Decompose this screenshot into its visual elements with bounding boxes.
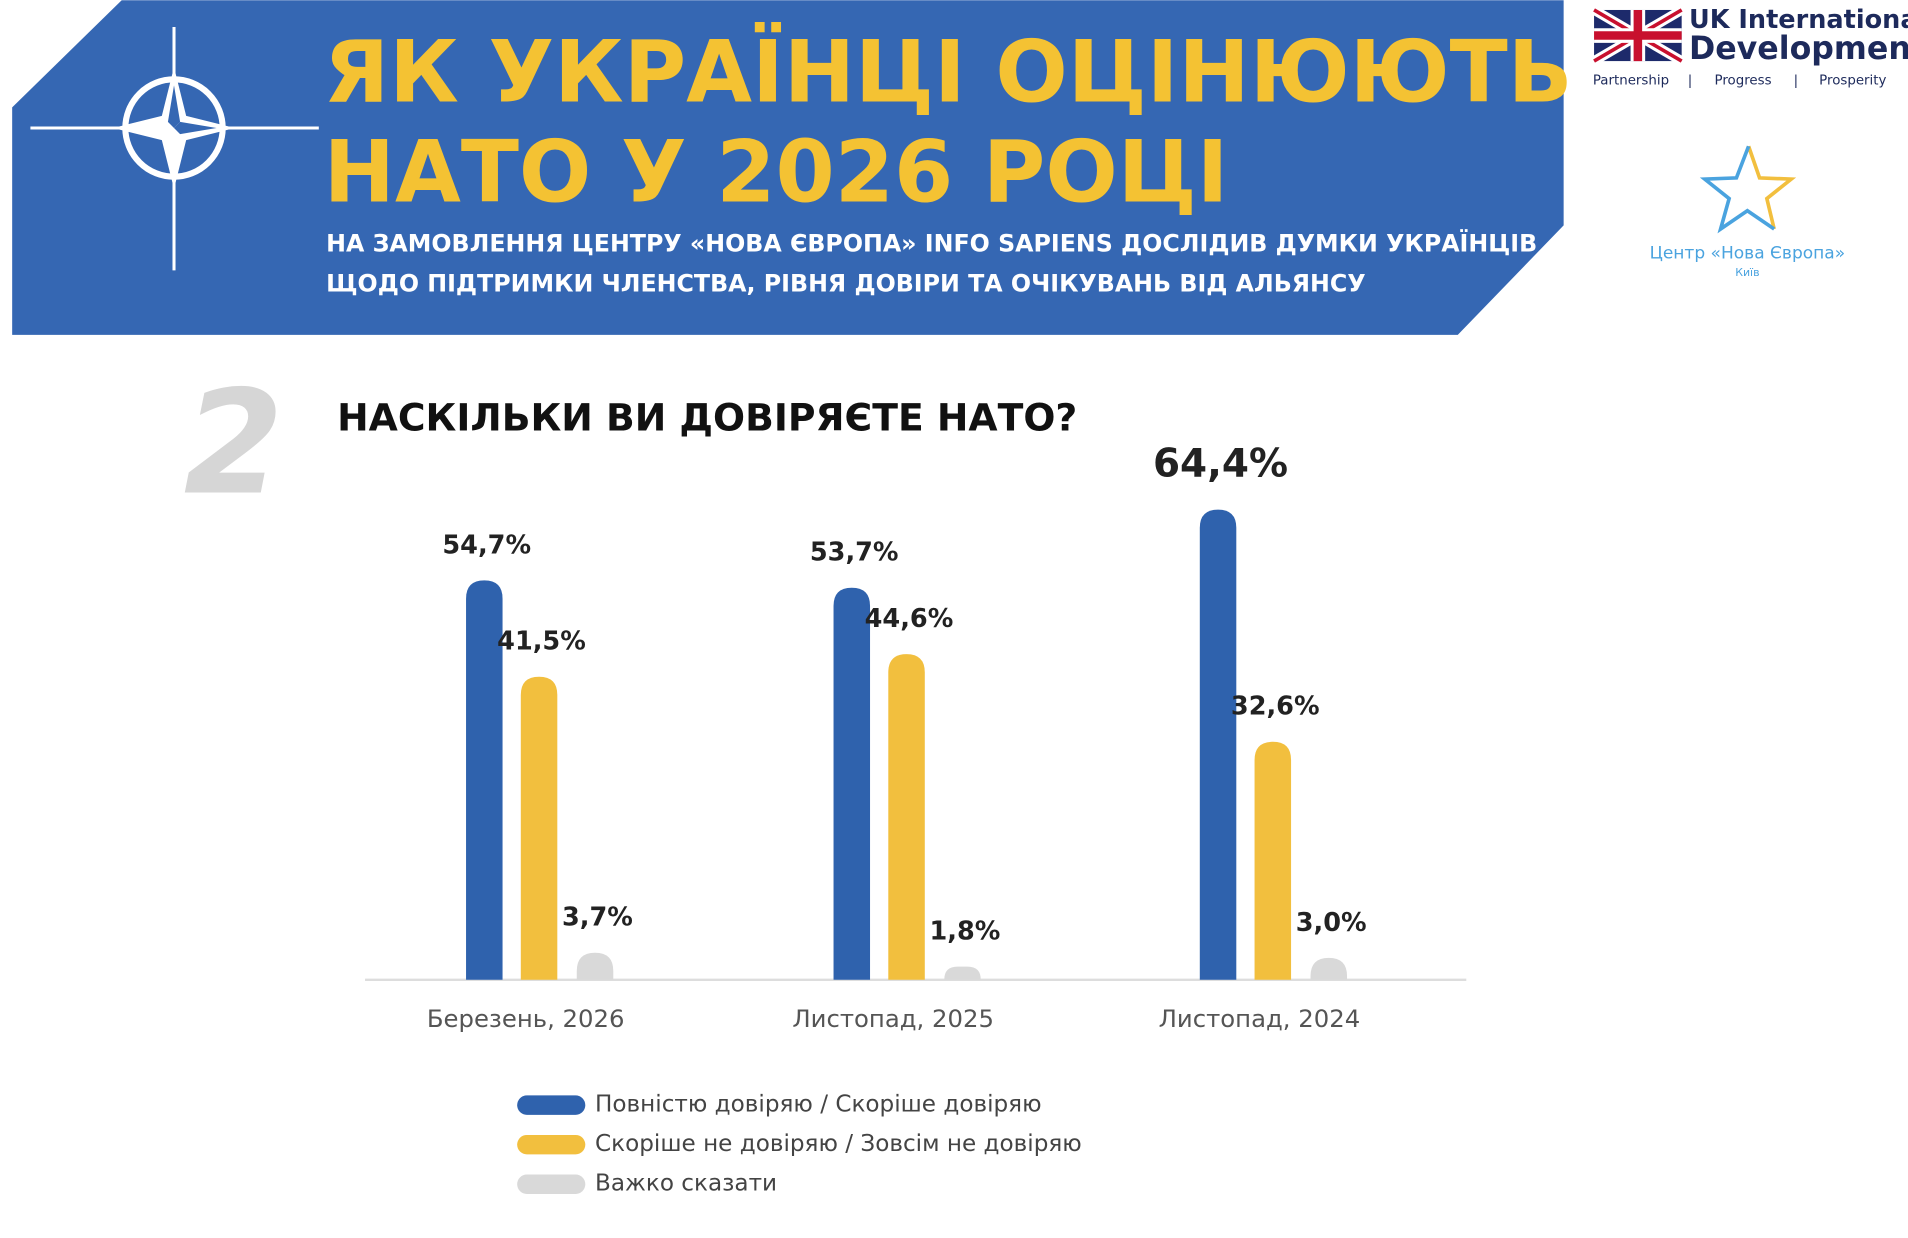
legend-swatch	[517, 1095, 586, 1115]
subtitle: НА ЗАМОВЛЕННЯ ЦЕНТРУ «НОВА ЄВРОПА» INFO …	[326, 229, 1537, 297]
uk-tagline: Prosperity	[1819, 74, 1886, 89]
value-label: 54,7%	[442, 530, 531, 560]
section-number: 2	[184, 359, 284, 526]
emblem-star-shade	[167, 85, 181, 129]
x-tick-label: Листопад, 2025	[792, 1004, 994, 1033]
bar	[888, 654, 925, 980]
bar	[1254, 741, 1292, 980]
bar	[576, 952, 614, 980]
subtitle-line: НА ЗАМОВЛЕННЯ ЦЕНТРУ «НОВА ЄВРОПА» INFO …	[326, 229, 1537, 257]
centre-name: Центр «Нова Європа»	[1650, 243, 1846, 263]
centre-city: Київ	[1735, 266, 1759, 279]
emblem-star-shade	[174, 121, 217, 135]
star-half	[1699, 145, 1776, 234]
legend-swatch	[517, 1134, 586, 1155]
uk-tagline: |	[1688, 74, 1693, 89]
x-tick-label: Березень, 2026	[427, 1004, 625, 1033]
chart-title: НАСКІЛЬКИ ВИ ДОВІРЯЄТЕ НАТО?	[337, 396, 1077, 440]
title-line: НАТО У 2026 РОЦІ	[324, 123, 1229, 222]
bar	[1199, 509, 1237, 980]
value-label: 3,0%	[1296, 908, 1367, 938]
bar	[520, 676, 558, 980]
title: ЯК УКРАЇНЦІ ОЦІНЮЮТЬ НАТО У 2026 РОЦІ	[324, 22, 1573, 223]
centre-logo: Центр «Нова Європа» Київ	[1650, 145, 1846, 279]
banner	[12, 0, 1564, 335]
x-tick-label: Листопад, 2024	[1159, 1004, 1361, 1033]
legend-label: Повністю довіряю / Скоріше довіряю	[595, 1092, 1042, 1118]
value-label: 3,7%	[562, 903, 633, 933]
uk-logo-line: Development	[1689, 31, 1908, 67]
flag-cross-red	[1594, 9, 1682, 62]
uk-tagline: Partnership	[1593, 74, 1669, 89]
star-half	[1746, 145, 1797, 230]
uk-logo-line: UK International	[1689, 5, 1908, 35]
value-label: 53,7%	[810, 538, 899, 568]
legend-label: Скоріше не довіряю / Зовсім не довіряю	[595, 1131, 1082, 1157]
value-label: 44,6%	[865, 604, 954, 634]
bar	[466, 580, 503, 980]
bar	[1310, 957, 1348, 980]
uk-tagline: Progress	[1715, 74, 1772, 89]
uk-logo: UK International Development Partnership…	[1591, 5, 1908, 89]
value-label: 32,6%	[1231, 692, 1320, 722]
nato-emblem	[30, 27, 319, 271]
value-label: 64,4%	[1153, 441, 1288, 486]
subtitle-line: ЩОДО ПІДТРИМКИ ЧЛЕНСТВА, РІВНЯ ДОВІРИ ТА…	[326, 269, 1366, 297]
uk-tagline: |	[1794, 74, 1799, 89]
value-label: 1,8%	[930, 917, 1001, 947]
bar	[833, 587, 871, 980]
value-label: 41,5%	[497, 627, 586, 657]
title-line: ЯК УКРАЇНЦІ ОЦІНЮЮТЬ	[324, 22, 1573, 123]
bar	[944, 966, 981, 980]
legend-swatch	[517, 1174, 586, 1194]
legend-label: Важко сказати	[595, 1171, 777, 1197]
